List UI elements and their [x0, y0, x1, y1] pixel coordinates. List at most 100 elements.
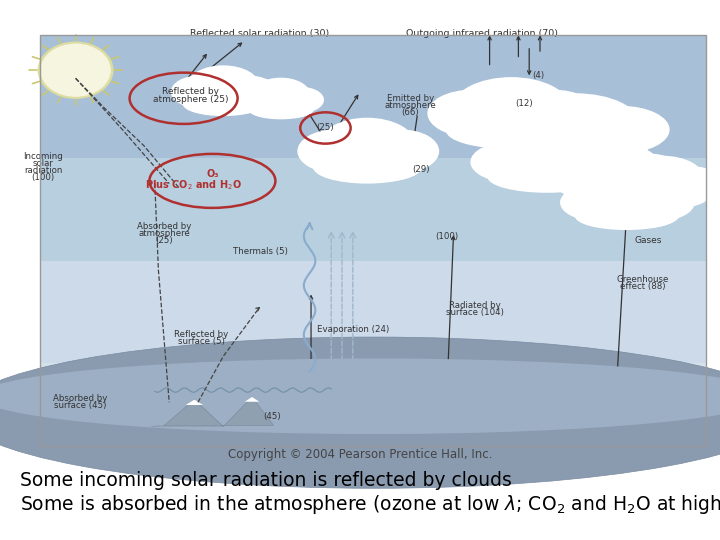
Ellipse shape — [572, 106, 670, 153]
Ellipse shape — [548, 123, 651, 163]
Ellipse shape — [556, 167, 639, 200]
Ellipse shape — [297, 130, 372, 173]
Text: Incoming: Incoming — [23, 152, 63, 161]
Text: Emitted by: Emitted by — [387, 94, 434, 103]
Ellipse shape — [560, 184, 631, 221]
Ellipse shape — [251, 78, 310, 111]
Ellipse shape — [505, 130, 647, 165]
Text: Plus CO$_2$ and H$_2$O: Plus CO$_2$ and H$_2$O — [145, 178, 241, 192]
Ellipse shape — [573, 197, 652, 228]
Polygon shape — [186, 400, 203, 405]
Ellipse shape — [603, 166, 667, 201]
Text: Some is absorbed in the atmosphere (ozone at low $\lambda$; CO$_2$ and H$_2$O at: Some is absorbed in the atmosphere (ozon… — [20, 494, 720, 516]
Ellipse shape — [452, 77, 570, 139]
Ellipse shape — [616, 184, 708, 210]
Polygon shape — [164, 397, 274, 427]
Text: Thermals (5): Thermals (5) — [233, 247, 288, 256]
Ellipse shape — [0, 337, 720, 488]
Ellipse shape — [563, 142, 661, 193]
Polygon shape — [151, 400, 223, 427]
Ellipse shape — [615, 178, 685, 208]
Polygon shape — [245, 397, 259, 402]
Ellipse shape — [624, 184, 695, 221]
Text: effect (88): effect (88) — [620, 282, 666, 291]
Ellipse shape — [493, 130, 601, 183]
Ellipse shape — [221, 76, 277, 108]
Text: Absorbed by: Absorbed by — [53, 394, 108, 403]
Ellipse shape — [446, 113, 576, 149]
Text: atmosphere: atmosphere — [384, 101, 436, 110]
Ellipse shape — [503, 123, 611, 163]
Ellipse shape — [590, 167, 670, 200]
Text: (100): (100) — [32, 173, 55, 182]
Ellipse shape — [428, 90, 517, 137]
Ellipse shape — [470, 141, 553, 183]
Ellipse shape — [485, 106, 580, 147]
Text: (12): (12) — [516, 99, 533, 108]
Ellipse shape — [444, 106, 544, 147]
Ellipse shape — [181, 87, 243, 114]
Ellipse shape — [660, 166, 720, 201]
Text: Outgoing infrared radiation (70): Outgoing infrared radiation (70) — [406, 29, 559, 38]
Text: Gases: Gases — [634, 236, 662, 245]
Ellipse shape — [609, 153, 684, 192]
Ellipse shape — [0, 359, 720, 434]
Ellipse shape — [239, 87, 284, 113]
Text: radiation: radiation — [24, 166, 63, 175]
Text: (4): (4) — [533, 71, 544, 80]
Text: atmosphere (25): atmosphere (25) — [153, 96, 228, 104]
Ellipse shape — [621, 156, 704, 201]
Text: Some incoming solar radiation is reflected by clouds: Some incoming solar radiation is reflect… — [20, 471, 512, 490]
Ellipse shape — [183, 92, 264, 116]
Ellipse shape — [558, 173, 666, 202]
Text: Evaporation (24): Evaporation (24) — [317, 325, 389, 334]
Bar — [40, 158, 706, 261]
Text: (29): (29) — [413, 165, 430, 173]
Ellipse shape — [268, 96, 315, 118]
Ellipse shape — [488, 162, 606, 193]
Text: (66): (66) — [402, 108, 419, 117]
Ellipse shape — [346, 145, 425, 181]
Text: atmosphere: atmosphere — [138, 230, 190, 238]
Bar — [40, 363, 706, 446]
Ellipse shape — [580, 173, 673, 221]
Text: (25): (25) — [156, 237, 173, 245]
Bar — [40, 261, 706, 363]
Ellipse shape — [248, 100, 313, 119]
Text: surface (45): surface (45) — [55, 401, 107, 410]
Ellipse shape — [311, 145, 395, 181]
Ellipse shape — [313, 151, 421, 184]
Text: surface (104): surface (104) — [446, 308, 504, 316]
Ellipse shape — [513, 93, 639, 155]
Text: Copyright © 2004 Pearson Prentice Hall, Inc.: Copyright © 2004 Pearson Prentice Hall, … — [228, 448, 492, 461]
Ellipse shape — [171, 76, 227, 108]
Ellipse shape — [485, 106, 582, 153]
Ellipse shape — [606, 197, 681, 228]
Ellipse shape — [508, 90, 598, 137]
Ellipse shape — [318, 118, 416, 174]
Ellipse shape — [485, 156, 577, 191]
Ellipse shape — [279, 87, 324, 113]
Ellipse shape — [644, 178, 711, 208]
Text: (25): (25) — [317, 124, 334, 132]
Text: (45): (45) — [264, 413, 281, 421]
Text: Greenhouse: Greenhouse — [617, 275, 669, 284]
Ellipse shape — [523, 156, 611, 191]
Ellipse shape — [575, 202, 678, 230]
Text: Reflected solar radiation (30): Reflected solar radiation (30) — [189, 29, 329, 38]
Ellipse shape — [544, 141, 626, 183]
Text: O₃: O₃ — [207, 169, 220, 179]
Ellipse shape — [247, 96, 297, 118]
Bar — [40, 35, 706, 158]
Text: Reflected by: Reflected by — [162, 87, 220, 96]
Ellipse shape — [186, 65, 260, 107]
Text: Absorbed by: Absorbed by — [137, 222, 192, 231]
Ellipse shape — [364, 130, 439, 173]
Circle shape — [41, 44, 110, 96]
Bar — [40, 35, 706, 446]
Ellipse shape — [207, 87, 266, 114]
Text: Radiated by: Radiated by — [449, 301, 501, 309]
Text: surface (5): surface (5) — [178, 338, 225, 346]
Text: (100): (100) — [435, 232, 458, 241]
Text: Reflected by: Reflected by — [174, 330, 229, 339]
